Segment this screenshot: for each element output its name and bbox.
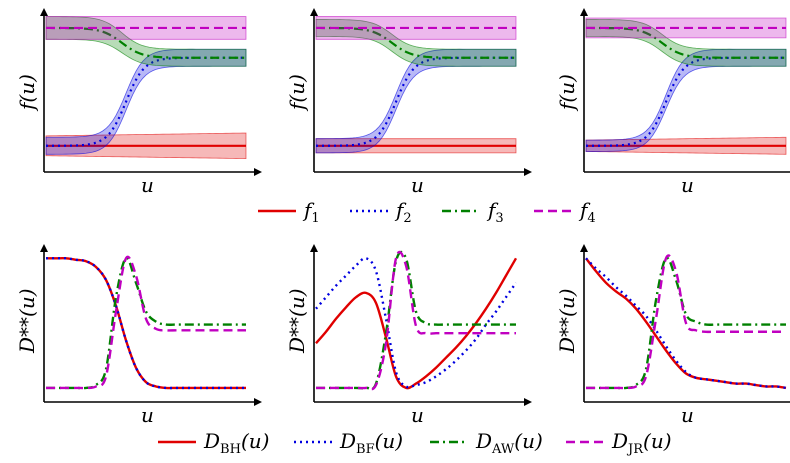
d-line-BH-panel-0 xyxy=(45,257,246,390)
f-panel-2: u f(u) xyxy=(555,8,790,197)
d-line-JR-panel-0 xyxy=(45,255,246,390)
f-ylabel-2: f(u) xyxy=(555,74,579,112)
f-y-arrow-2 xyxy=(580,8,588,16)
plots: u f(u) u f(u) u f(u) u D**(u) u D**(u) u D**(u) xyxy=(15,8,790,427)
f-panel-1: u f(u) xyxy=(285,8,532,197)
f-ylabel-1: f(u) xyxy=(285,74,309,112)
legend-bottom-label-0: DBH(u) xyxy=(203,429,269,457)
d-line-JR-panel-2 xyxy=(585,254,786,390)
d-line-JR-panel-1 xyxy=(315,250,516,391)
f-panel-0: u f(u) xyxy=(15,8,262,197)
d-y-arrow-0 xyxy=(40,244,48,252)
f-xlabel-2: u xyxy=(681,173,694,197)
d-ylabel-2: D**(u) xyxy=(555,288,579,354)
legend-bottom-label-3: DJR(u) xyxy=(611,429,672,457)
d-xlabel-1: u xyxy=(411,403,424,427)
d-panel-0: u D**(u) xyxy=(15,244,262,427)
d-line-AW-panel-0 xyxy=(45,257,246,390)
f-y-arrow-1 xyxy=(310,8,318,16)
d-x-arrow-0 xyxy=(254,398,262,406)
d-line-BH-panel-2 xyxy=(585,257,787,390)
legend-bottom-label-2: DAW(u) xyxy=(475,429,543,457)
d-panel-2: u D**(u) xyxy=(555,244,790,427)
d-ylabel-1: D**(u) xyxy=(285,288,309,354)
d-line-BF-panel-0 xyxy=(45,257,246,390)
legend-top-label-0: f1 xyxy=(302,198,320,226)
f-band-f3-panel-2 xyxy=(585,19,787,67)
legend-top-label-3: f4 xyxy=(578,198,596,226)
d-line-BH-panel-1 xyxy=(315,257,518,390)
f-x-arrow-1 xyxy=(524,168,532,176)
d-x-arrow-1 xyxy=(524,398,532,406)
d-line-BF-panel-1 xyxy=(315,257,517,389)
f-x-arrow-0 xyxy=(254,168,262,176)
d-panel-1: u D**(u) xyxy=(285,244,532,427)
legend-top: f1 f2 f3 f4 xyxy=(258,198,596,226)
legend-bottom-label-1: DBF(u) xyxy=(339,429,403,457)
f-xlabel-0: u xyxy=(141,173,154,197)
f-y-arrow-0 xyxy=(40,8,48,16)
legends: f1 f2 f3 f4 DBH(u) DBF(u) DAW(u) DJR(u) xyxy=(158,198,672,457)
d-ylabel-0: D**(u) xyxy=(15,288,39,354)
d-xlabel-0: u xyxy=(141,403,154,427)
d-y-arrow-2 xyxy=(580,244,588,252)
d-line-AW-panel-1 xyxy=(315,250,516,391)
f-ylabel-0: f(u) xyxy=(15,74,39,112)
d-xlabel-2: u xyxy=(681,403,694,427)
d-y-arrow-1 xyxy=(310,244,318,252)
legend-top-label-1: f2 xyxy=(394,198,412,226)
legend-top-label-2: f3 xyxy=(486,198,504,226)
legend-bottom: DBH(u) DBF(u) DAW(u) DJR(u) xyxy=(158,429,672,457)
f-band-f3-panel-1 xyxy=(315,19,517,67)
f-xlabel-1: u xyxy=(411,173,424,197)
